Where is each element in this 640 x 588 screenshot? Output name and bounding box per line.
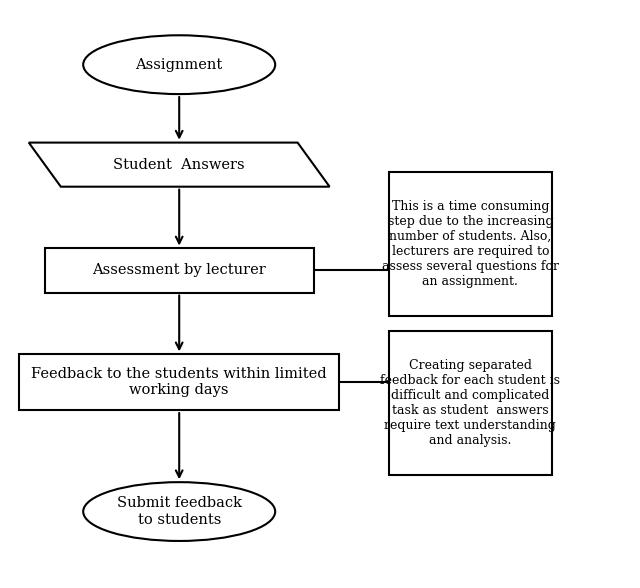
Bar xyxy=(388,330,552,475)
Text: Assessment by lecturer: Assessment by lecturer xyxy=(92,263,266,278)
Text: Submit feedback
to students: Submit feedback to students xyxy=(116,496,242,527)
Polygon shape xyxy=(29,143,330,187)
Text: Assignment: Assignment xyxy=(136,58,223,72)
Text: This is a time consuming
step due to the increasing
number of students. Also,
le: This is a time consuming step due to the… xyxy=(382,200,559,288)
Ellipse shape xyxy=(83,482,275,541)
Text: Student  Answers: Student Answers xyxy=(113,158,245,172)
Text: Feedback to the students within limited
working days: Feedback to the students within limited … xyxy=(31,367,327,397)
Bar xyxy=(45,248,314,292)
Bar xyxy=(388,172,552,316)
Bar xyxy=(19,354,339,410)
Ellipse shape xyxy=(83,35,275,94)
Text: Creating separated
feedback for each student is
difficult and complicated
task a: Creating separated feedback for each stu… xyxy=(380,359,561,447)
